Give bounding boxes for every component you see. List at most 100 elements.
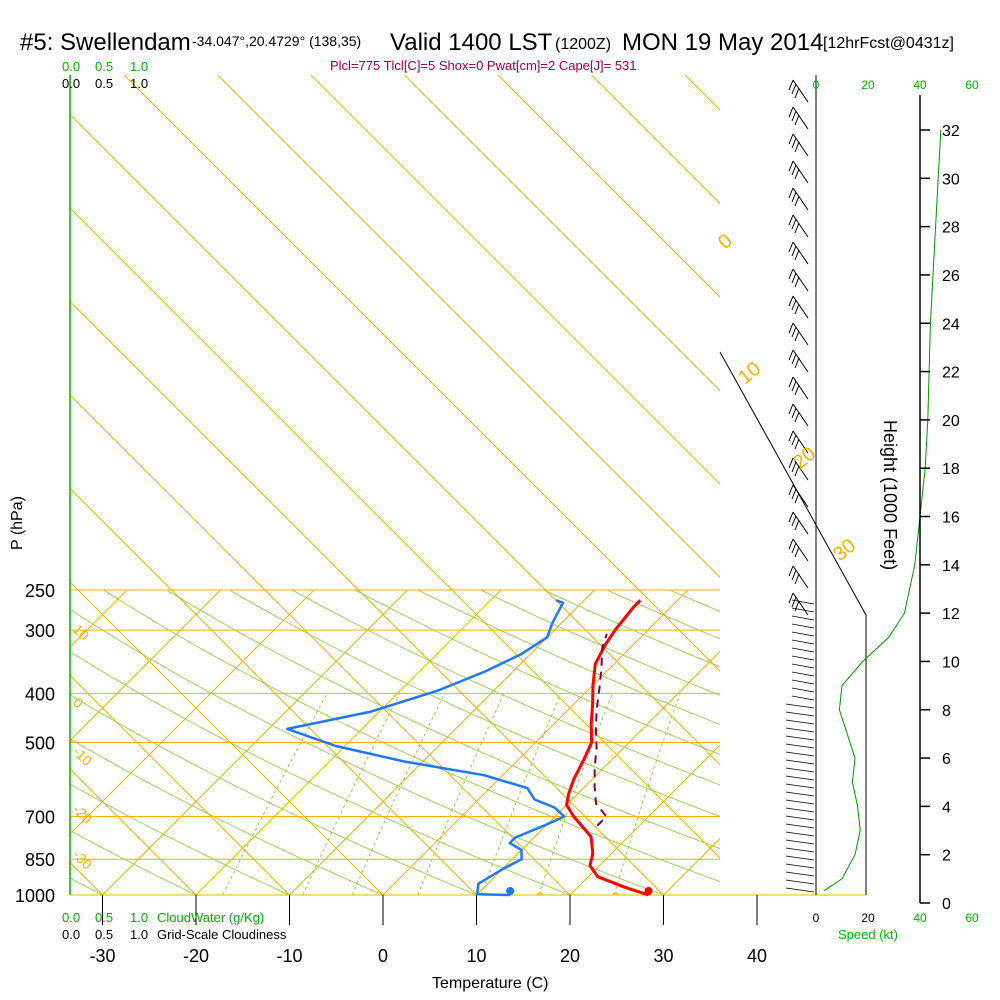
isotherm-line [217, 75, 720, 579]
wind-barb [791, 631, 815, 637]
wind-barb [792, 457, 809, 481]
scale-label: 0.5 [95, 910, 113, 925]
dewpoint-profile-line [286, 599, 566, 897]
wind-barb [785, 807, 815, 813]
pressure-tick-label: 250 [25, 581, 55, 601]
temperature-tick-label: 20 [560, 946, 580, 966]
wind-barb [791, 639, 815, 645]
wind-barb [792, 106, 809, 130]
temperature-tick-label: -10 [276, 946, 302, 966]
dry-adiabat-line [166, 589, 720, 849]
wind-barb-flag [791, 191, 797, 203]
wind-barb-flag [791, 299, 797, 311]
mixing-ratio-label: 1 [213, 893, 229, 910]
wind-barb-flag [794, 195, 800, 207]
temperature-tick-label: -30 [89, 946, 115, 966]
pressure-tick-label: 400 [25, 684, 55, 704]
wind-barb [792, 322, 809, 346]
zulu-time: (1200Z) [555, 36, 611, 53]
wind-barb-flag [788, 376, 794, 388]
temperature-tick-label: 40 [747, 946, 767, 966]
wind-barb-flag [791, 542, 797, 554]
wind-barb-flag [791, 515, 797, 527]
wind-barb [785, 719, 815, 725]
wind-barb-flag [788, 187, 794, 199]
dry-adiabat-line [70, 694, 477, 895]
wind-barb-flag [791, 83, 797, 95]
scale-label: 0.5 [95, 927, 113, 942]
wind-barb-flag [788, 484, 794, 496]
wind-barb-flag [791, 596, 797, 608]
wind-barb [792, 592, 809, 616]
dry-adiabat-line [355, 589, 720, 755]
pressure-tick-label: 1000 [15, 886, 55, 906]
cloudiness-label: Grid-Scale Cloudiness [157, 927, 287, 942]
wind-barb [791, 607, 815, 613]
wind-barb-flag [794, 330, 800, 342]
dry-adiabat-line [70, 651, 571, 895]
wind-barb [785, 703, 815, 709]
wind-barb [785, 711, 815, 717]
surface-temperature-point [644, 887, 653, 895]
valid-time: Valid 1400 LST [390, 29, 553, 56]
wind-barb-flag [794, 411, 800, 423]
height-tick-label: 18 [942, 461, 960, 478]
isotherm-line [70, 394, 571, 895]
wind-barb [792, 187, 809, 211]
wind-barb [785, 735, 815, 741]
panel-boundary [719, 351, 867, 895]
wind-barb-flag [791, 407, 797, 419]
isotherm-label: 10 [70, 621, 92, 643]
wind-barb-flag [788, 241, 794, 253]
wind-barb [792, 565, 809, 589]
pressure-axis-title: P (hPa) [9, 496, 26, 550]
wind-barb [791, 599, 815, 605]
wind-barb-flag [791, 380, 797, 392]
wind-barb-flag [794, 438, 800, 450]
temperature-tick-label: 10 [466, 946, 486, 966]
wind-barb-flag [788, 511, 794, 523]
wind-barb [785, 823, 815, 829]
height-tick-label: 10 [942, 654, 960, 671]
wind-barb-flag [791, 164, 797, 176]
wind-barb [792, 133, 809, 157]
wind-barb [791, 623, 815, 629]
scale-label: 0.0 [62, 910, 80, 925]
wind-barb-flag [791, 488, 797, 500]
wind-barb-flag [788, 79, 794, 91]
wind-speed-line [823, 129, 942, 892]
isotherm-line [404, 75, 720, 392]
isotherm-line [70, 589, 128, 648]
sounding-indices: Plcl=775 Tlcl[C]=5 Shox=0 Pwat[cm]=2 Cap… [330, 58, 637, 73]
isotherm-label: -20 [70, 801, 96, 827]
scale-label: 0.5 [95, 76, 113, 91]
mixing-ratio-line [222, 693, 328, 895]
height-tick-label: 16 [942, 510, 960, 527]
height-tick-label: 2 [942, 848, 951, 865]
wind-barb-flag [791, 353, 797, 365]
mixing-ratio-label: 12 [527, 888, 549, 910]
wind-barb-flag [788, 160, 794, 172]
height-tick-label: 20 [942, 413, 960, 430]
isotherm-line [497, 75, 720, 298]
speed-tick-label-bottom: 20 [861, 911, 875, 925]
isotherm-line [70, 207, 720, 859]
wind-barb [792, 403, 809, 427]
wind-barb [785, 831, 815, 837]
scale-label: 0.0 [62, 76, 80, 91]
wind-barb-flag [794, 519, 800, 531]
wind-barb-flag [788, 268, 794, 280]
wind-barb [785, 727, 815, 733]
dry-adiabat-line [796, 590, 1000, 895]
dry-adiabat-line [921, 590, 1000, 895]
wind-barb [785, 767, 815, 773]
wind-barb [791, 647, 815, 653]
top-cloud-scale: 0.0 0.5 1.0 0.0 0.5 1.0 [62, 59, 148, 91]
scale-label: 1.0 [130, 59, 148, 74]
wind-barb-flag [788, 133, 794, 145]
isotherm-line [851, 590, 1000, 895]
isotherm-line [70, 861, 103, 895]
speed-tick-label-top: 40 [913, 78, 927, 92]
